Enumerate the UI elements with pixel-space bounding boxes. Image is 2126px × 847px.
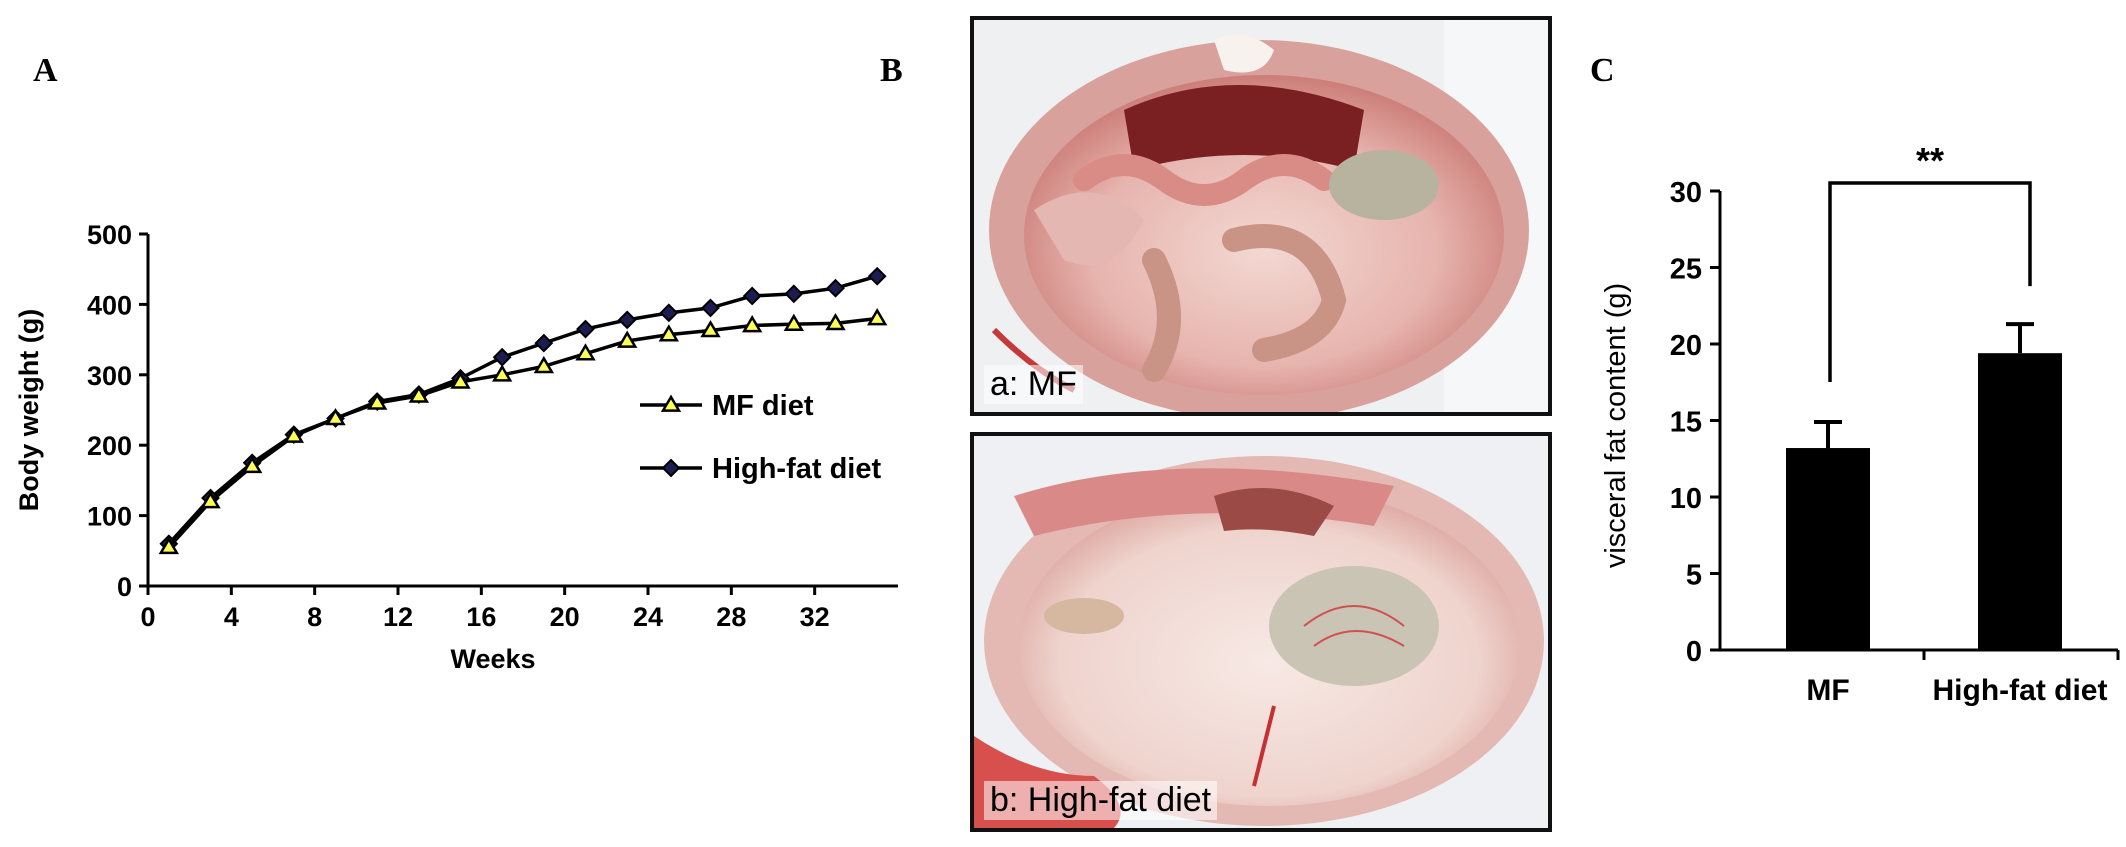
data-point xyxy=(617,310,637,330)
data-point xyxy=(867,266,887,286)
y-tick-label: 5 xyxy=(1686,560,1702,592)
y-tick-label: 0 xyxy=(1686,636,1702,668)
x-tick-label: High-fat diet xyxy=(1933,674,2108,707)
data-point xyxy=(491,364,513,382)
photo-high-fat: b: High-fat diet xyxy=(970,432,1552,832)
x-tick-label: 24 xyxy=(633,602,663,632)
data-point xyxy=(366,392,388,410)
data-point xyxy=(826,278,845,298)
x-tick-label: 16 xyxy=(466,602,496,632)
data-point xyxy=(408,385,430,403)
data-point xyxy=(533,355,555,374)
data-point xyxy=(450,371,471,389)
data-point xyxy=(325,407,346,426)
photo-mf-illustration xyxy=(974,20,1548,412)
data-point xyxy=(741,315,763,333)
data-point xyxy=(576,319,595,339)
data-point xyxy=(701,298,720,318)
data-point xyxy=(616,330,638,348)
bar xyxy=(1786,448,1870,650)
data-point xyxy=(658,324,680,342)
y-tick-label: 10 xyxy=(1670,483,1702,515)
visceral-fat-bar-chart: 0 5 10 15 20 25 30 visceral fat content (g) MF Hi… xyxy=(1600,140,2120,707)
x-tick-label: 8 xyxy=(307,602,322,632)
data-point xyxy=(784,284,804,304)
panel-c-label: C xyxy=(1590,52,1615,89)
data-point xyxy=(700,319,721,338)
x-tick-label: 4 xyxy=(224,602,239,632)
significance-bracket xyxy=(1828,181,2032,383)
photo-high-fat-illustration xyxy=(974,436,1548,828)
data-point xyxy=(866,308,888,326)
y-tick-label: 500 xyxy=(87,220,132,250)
y-tick-label: 0 xyxy=(117,572,132,602)
x-tick-label: 20 xyxy=(550,602,580,632)
legend-marker xyxy=(660,394,682,412)
y-tick-label: 300 xyxy=(87,361,132,391)
x-tick-label: 32 xyxy=(800,602,830,632)
data-point xyxy=(534,333,554,353)
data-point xyxy=(575,343,596,361)
y-tick-label: 400 xyxy=(87,290,132,320)
panel-a-label: A xyxy=(33,52,58,89)
photo-high-fat-caption: b: High-fat diet xyxy=(984,781,1218,820)
x-axis-title: Weeks xyxy=(450,644,535,674)
photo-mf-caption: a: MF xyxy=(984,365,1083,404)
y-tick-label: 20 xyxy=(1670,330,1702,362)
y-axis-title: Body weight (g) xyxy=(14,309,44,511)
y-tick-label: 25 xyxy=(1670,254,1702,286)
bar xyxy=(1978,353,2062,650)
data-point xyxy=(742,286,762,306)
data-point xyxy=(241,455,263,474)
x-tick-label: 0 xyxy=(140,602,155,632)
x-tick-label: MF xyxy=(1806,674,1849,707)
y-tick-label: 100 xyxy=(87,502,132,532)
y-tick-label: 30 xyxy=(1670,177,1702,209)
data-point xyxy=(659,303,679,323)
significance-marker: ** xyxy=(1916,140,1944,181)
x-tick-label: 28 xyxy=(716,602,746,632)
y-tick-label: 15 xyxy=(1670,407,1702,439)
legend-label: High-fat diet xyxy=(712,453,881,485)
data-point xyxy=(158,536,180,555)
data-point xyxy=(283,425,305,443)
legend-marker xyxy=(661,458,681,478)
data-point xyxy=(492,347,512,367)
data-point xyxy=(783,313,805,331)
data-point xyxy=(825,312,846,331)
photo-mf: a: MF xyxy=(970,16,1552,416)
body-weight-line-chart: 0 4 8 12 16 20 24 28 32 0 100 200 300 400 500 Weeks Body… xyxy=(14,220,898,674)
legend-label: MF diet xyxy=(712,390,814,422)
y-axis-title: visceral fat content (g) xyxy=(1600,283,1632,568)
data-point xyxy=(200,491,221,509)
series-line xyxy=(167,316,878,549)
panel-b-label: B xyxy=(880,52,903,89)
y-tick-label: 200 xyxy=(87,431,132,461)
x-tick-label: 12 xyxy=(383,602,413,632)
